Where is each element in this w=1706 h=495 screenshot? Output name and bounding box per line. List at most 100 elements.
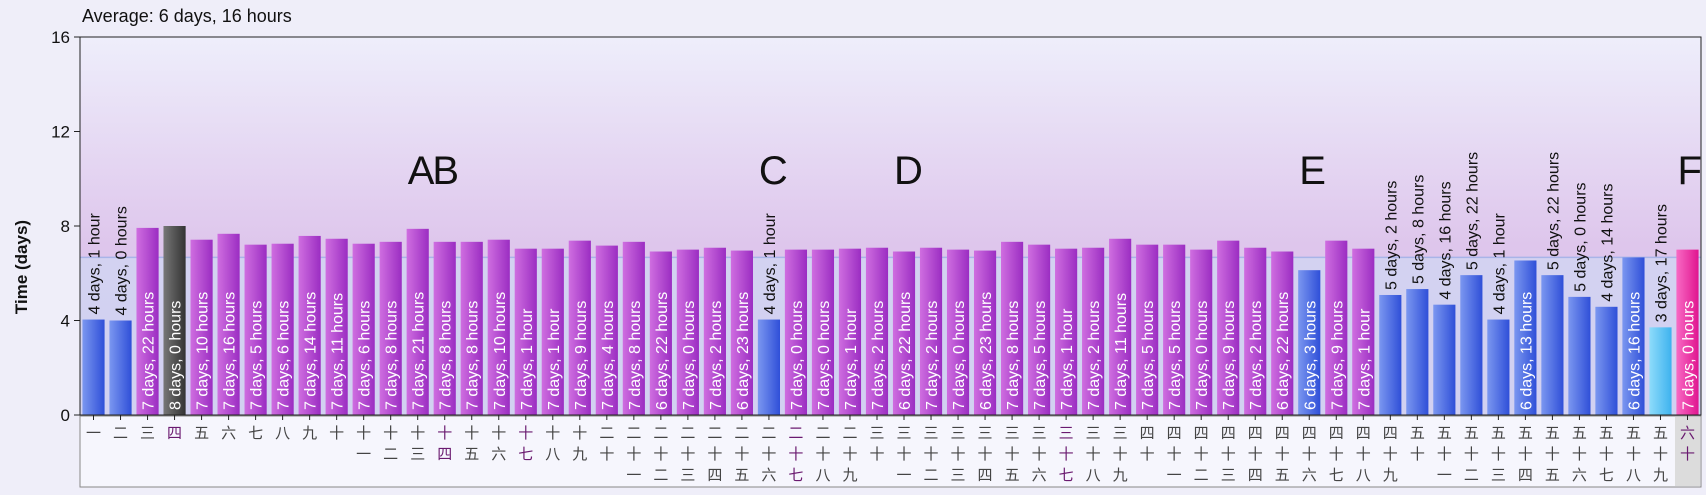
bar [1000,241,1024,415]
x-tick-label: 五 [194,424,209,442]
bar-value-label: 7 days, 16 hours [222,292,239,410]
bar-value-label: 7 days, 1 hour [1356,308,1373,410]
x-tick-label: 二十五 [734,424,749,484]
bar [1217,240,1240,415]
y-tick-label: 12 [51,123,70,142]
bar-value-label: 7 days, 11 hours [330,293,347,410]
bar [784,249,808,415]
bar [1676,249,1699,415]
bar-value-label: 6 days, 3 hours [1302,301,1319,410]
bar-value-label: 7 days, 2 hours [870,301,887,410]
x-axis: 一二三四五六七八九十十一十二十三十四十五十六十七十八十九二十二十一二十二二十三二… [86,415,1700,486]
x-tick-label: 四 [167,424,182,442]
x-tick-label: 三十九 [1113,424,1128,484]
bar [1325,240,1348,415]
bar [109,320,132,415]
bar [595,245,618,415]
x-tick-label: 二十一 [626,424,641,484]
bar-value-label: 5 days, 22 hours [1545,152,1562,270]
x-tick-label: 十三 [410,424,425,463]
bar-value-label: 6 days, 13 hours [1518,292,1535,410]
x-tick-label: 四十三 [1221,424,1236,484]
x-tick-label: 四十二 [1194,424,1209,484]
x-tick-label: 二 [113,424,128,442]
x-tick-label: 四十八 [1356,424,1371,484]
x-tick-label: 九 [302,424,317,442]
bar [1109,238,1132,415]
y-tick-label: 0 [61,406,70,425]
bar [244,244,267,415]
y-axis-label: Time (days) [12,220,31,314]
average-band [80,257,1701,415]
x-tick-label: 二十 [599,424,614,463]
bar-value-label: 6 days, 23 hours [735,292,752,410]
bar-value-label: 7 days, 5 hours [1032,301,1049,410]
annotation-label: E [1299,149,1324,193]
bar-value-label: 7 days, 10 hours [195,292,212,410]
bar-value-label: 7 days, 5 hours [1140,301,1157,410]
x-tick-label: 四十 [1140,424,1155,463]
x-tick-label: 五十二 [1464,424,1479,484]
bar-value-label: 6 days, 16 hours [1626,292,1643,410]
x-tick-label: 四十四 [1248,424,1263,484]
x-tick-label: 三十五 [1005,424,1020,484]
bar [1622,257,1645,415]
bar [1136,244,1159,415]
bar-value-label: 7 days, 22 hours [141,292,158,410]
bar-value-label: 7 days, 14 hours [303,292,320,410]
x-tick-label: 十五 [464,424,479,463]
x-tick-label: 五十八 [1626,424,1641,484]
x-tick-label: 二十九 [842,424,857,484]
bar-value-label: 7 days, 8 hours [384,301,401,410]
bar [433,241,456,415]
x-tick-label: 三十四 [978,424,993,484]
bar [1190,249,1213,415]
bar-value-label: 7 days, 1 hour [843,308,860,410]
bar-value-label: 7 days, 0 hours [789,301,806,410]
bar [1595,306,1618,415]
bar [82,319,105,415]
x-tick-label: 五十三 [1491,424,1506,484]
x-tick-label: 二十六 [761,424,776,484]
x-tick-label: 三 [140,424,155,442]
y-axis: 0 4 8 12 16 [51,28,80,425]
bar [1082,247,1105,415]
bar-value-label: 4 days, 1 hour [1491,212,1508,314]
bar-value-label: 7 days, 9 hours [1221,301,1238,410]
bar-value-label: 7 days, 1 hour [546,308,563,410]
x-tick-label: 三十三 [951,424,966,484]
bar [487,239,510,415]
x-tick-label: 三十 [869,424,884,463]
bar-value-label: 6 days, 22 hours [897,292,914,410]
bar-value-label: 7 days, 6 hours [276,301,293,410]
bar [1028,244,1051,415]
bar-value-label: 4 days, 1 hour [762,212,779,314]
bar-value-label: 7 days, 4 hours [600,301,617,410]
bar [1352,248,1375,415]
x-tick-label: 四十五 [1275,424,1290,484]
bar [811,249,835,415]
bar-value-label: 7 days, 8 hours [438,301,455,410]
x-tick-label: 十七 [518,424,533,463]
bar-value-label: 7 days, 2 hours [924,301,941,410]
bar [1433,304,1456,415]
bar [1379,294,1402,415]
x-tick-label: 十八 [545,424,560,463]
bar [703,247,726,415]
bar-value-label: 7 days, 9 hours [573,301,590,410]
bar-value-label: 7 days, 2 hours [708,301,725,410]
x-tick-label: 十二 [383,424,398,463]
bar [514,248,537,415]
x-tick-label: 三十六 [1032,424,1047,484]
bar [622,241,645,415]
x-tick-label: 一 [86,424,101,442]
selected-category-highlight [1674,417,1700,486]
bar [460,241,483,415]
bar [865,247,889,415]
bar [1649,327,1672,415]
annotation-label: D [894,149,921,193]
bar [946,249,970,415]
x-tick-label: 五十 [1410,424,1425,463]
bars: 4 days, 1 hour 4 days, 0 hours 7 days, 22 … [82,152,1699,415]
